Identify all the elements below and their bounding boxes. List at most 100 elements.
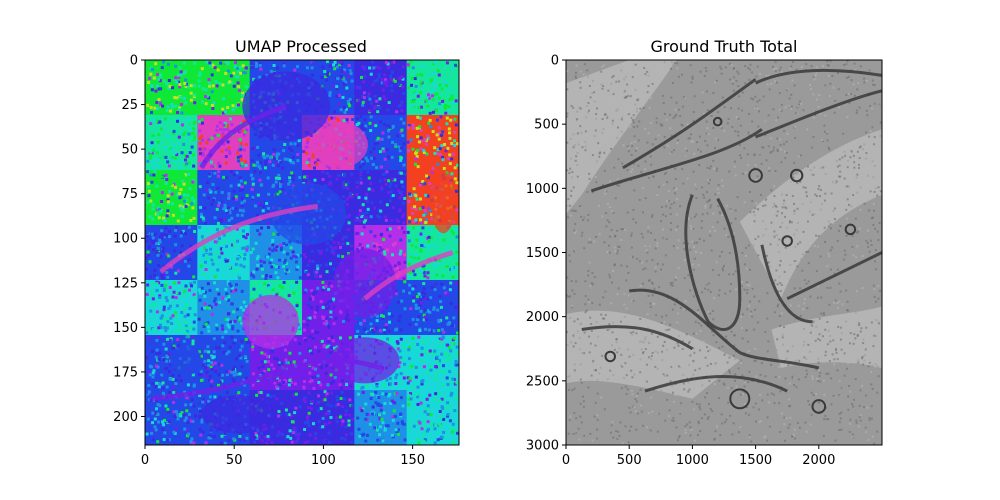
umap-pixel [152, 239, 156, 243]
umap-pixel [287, 413, 291, 417]
umap-pixel [385, 148, 389, 152]
umap-pixel [200, 134, 204, 138]
gt-pixel [636, 392, 639, 395]
gt-pixel [595, 243, 598, 246]
umap-pixel [294, 392, 298, 396]
umap-pixel [202, 74, 206, 78]
umap-x-tick-label: 150 [400, 453, 425, 468]
umap-pixel [235, 357, 239, 361]
umap-pixel [409, 255, 413, 259]
gt-pixel [861, 355, 864, 358]
umap-pixel [238, 129, 242, 133]
umap-pixel [276, 164, 280, 168]
umap-pixel [184, 307, 188, 311]
umap-pixel [203, 306, 207, 310]
umap-pixel [340, 436, 344, 440]
umap-pixel [448, 357, 452, 361]
umap-pixel [310, 379, 314, 383]
umap-pixel [440, 397, 444, 401]
umap-pixel [308, 349, 312, 353]
gt-pixel [810, 65, 813, 68]
umap-pixel [362, 96, 366, 100]
umap-pixel [365, 211, 369, 215]
gt-pixel [751, 120, 754, 123]
gt-pixel [601, 118, 604, 121]
umap-pixel [408, 274, 412, 278]
gt-pixel [751, 238, 754, 241]
umap-pixel [359, 181, 363, 185]
umap-pixel [421, 84, 425, 88]
umap-pixel [280, 286, 284, 290]
gt-pixel [802, 352, 805, 355]
umap-pixel [166, 105, 170, 109]
umap-pixel [174, 328, 178, 332]
gt-pixel [861, 332, 864, 335]
gt-pixel [801, 347, 804, 350]
umap-pixel [319, 249, 323, 253]
umap-pixel [239, 158, 243, 162]
umap-pixel [442, 369, 446, 373]
umap-pixel [292, 431, 296, 435]
umap-pixel [266, 206, 270, 210]
umap-pixel [345, 118, 349, 122]
gt-pixel [674, 78, 677, 81]
umap-pixel [158, 141, 162, 145]
umap-pixel [402, 230, 406, 234]
gt-pixel [748, 300, 751, 303]
umap-pixel [158, 295, 162, 299]
umap-pixel [157, 157, 161, 161]
gt-pixel [592, 414, 595, 417]
umap-blob [170, 344, 202, 376]
umap-pixel [305, 161, 309, 165]
gt-pixel [858, 381, 861, 384]
gt-pixel [674, 278, 677, 281]
gt-pixel [619, 421, 622, 424]
gt-pixel [656, 351, 659, 354]
umap-pixel [202, 253, 206, 257]
umap-pixel [205, 141, 209, 145]
gt-pixel [719, 212, 722, 215]
umap-pixel [204, 365, 208, 369]
gt-pixel [876, 230, 879, 233]
umap-pixel [437, 328, 441, 332]
umap-pixel [441, 383, 445, 387]
umap-pixel [188, 151, 192, 155]
umap-pixel [260, 134, 264, 138]
gt-pixel [711, 226, 714, 229]
gt-pixel [693, 215, 696, 218]
umap-pixel [289, 285, 293, 289]
gt-pixel [840, 411, 843, 414]
umap-pixel [150, 289, 154, 293]
umap-pixel [303, 400, 307, 404]
umap-pixel [152, 76, 156, 80]
gt-pixel [874, 384, 877, 387]
gt-pixel [657, 134, 660, 137]
umap-pixel [390, 155, 394, 159]
umap-pixel [185, 409, 189, 413]
umap-pixel [231, 104, 235, 108]
gt-pixel [854, 149, 857, 152]
umap-pixel [445, 61, 449, 65]
gt-pixel [579, 348, 582, 351]
umap-pixel [332, 322, 336, 326]
umap-pixel [153, 241, 157, 245]
umap-pixel [321, 280, 325, 284]
umap-pixel [415, 73, 419, 77]
umap-pixel [391, 177, 395, 181]
umap-pixel [174, 228, 178, 232]
umap-pixel [258, 232, 262, 236]
umap-pixel [204, 221, 208, 225]
umap-pixel [360, 386, 364, 390]
gt-pixel [834, 99, 837, 102]
gt-pixel [837, 88, 840, 91]
umap-pixel [306, 421, 310, 425]
umap-pixel [335, 416, 339, 420]
umap-pixel [342, 235, 346, 239]
umap-pixel [414, 102, 418, 106]
umap-pixel [154, 355, 158, 359]
umap-pixel [362, 225, 366, 229]
umap-pixel [216, 383, 220, 387]
umap-pixel [233, 61, 237, 65]
umap-pixel [422, 318, 426, 322]
umap-pixel [329, 404, 333, 408]
